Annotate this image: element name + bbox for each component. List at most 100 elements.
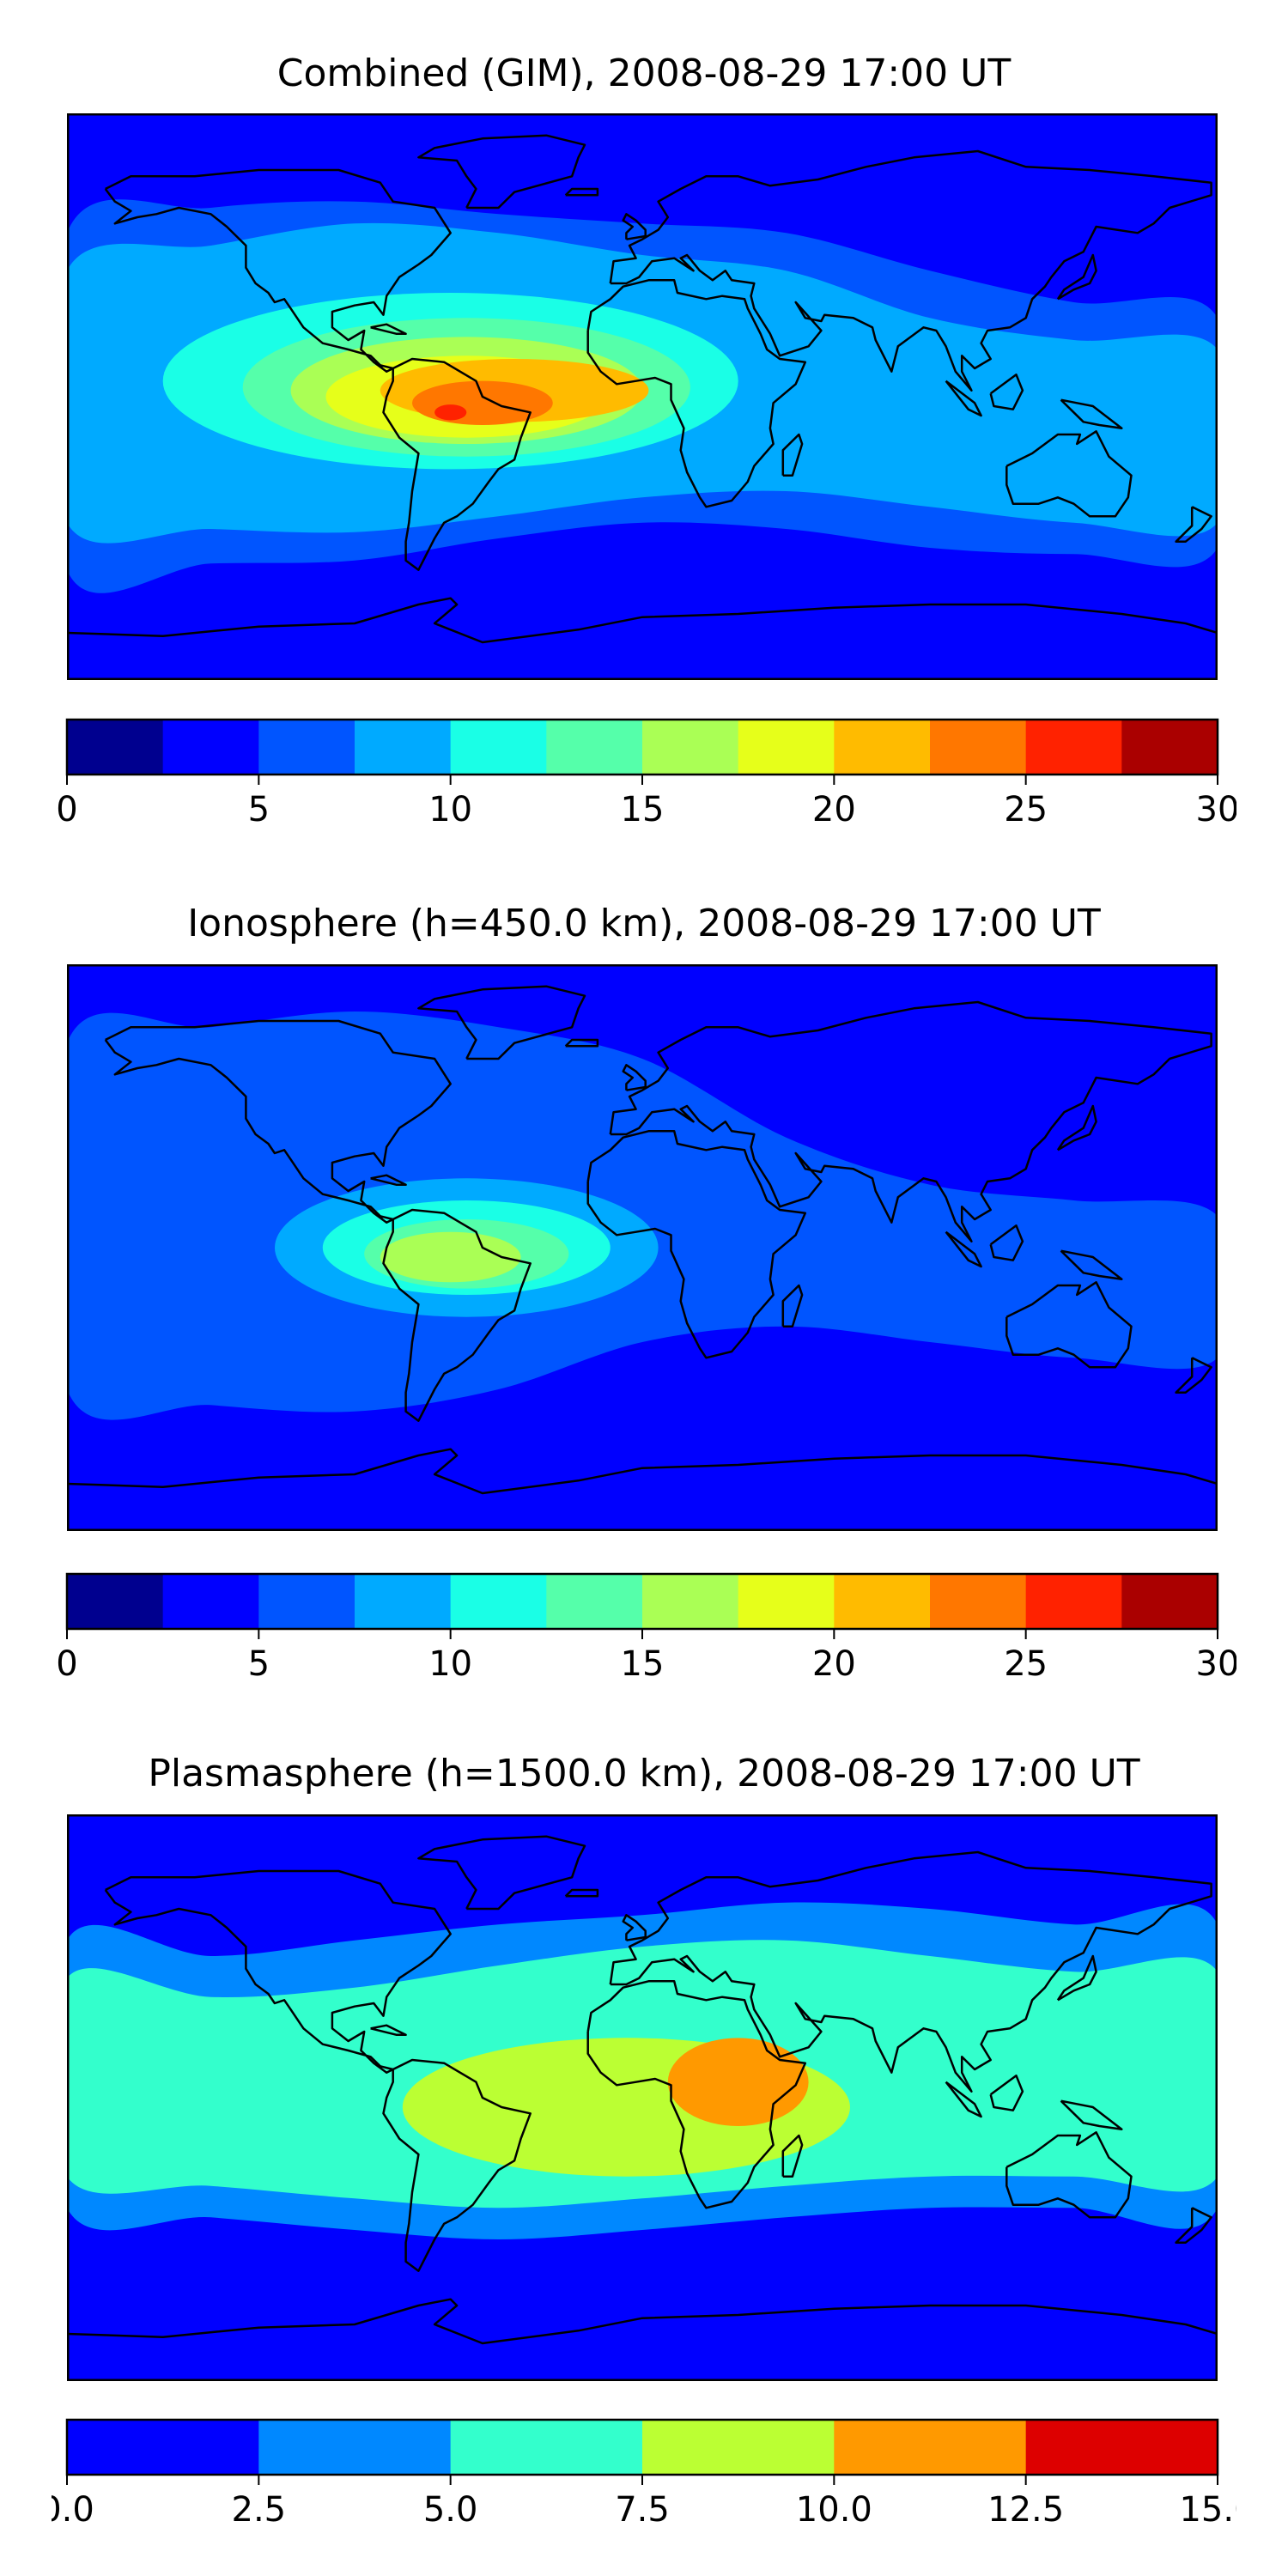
map-title: Combined (GIM), 2008-08-29 17:00 UT [276,52,1012,95]
coastline [1056,1954,1097,2002]
colorbar-swatch [642,2420,835,2475]
coastline [781,433,804,477]
coastline [564,1038,599,1048]
coastline [382,1208,532,1422]
colorbar-tick-label: 7.5 [615,2490,670,2530]
coastline [104,1019,452,1224]
coastline [945,2081,982,2118]
colorbar-tick-label: 5.0 [423,2490,478,2530]
colorbar-swatch [1025,1574,1122,1629]
coastline [1056,253,1097,301]
coastline [382,357,532,571]
colorbar-swatch [642,720,739,775]
coastline [370,1174,407,1186]
colorbar-tick-label: 12.5 [987,2490,1064,2530]
map-frame [67,964,1218,1531]
map-title: Plasmasphere (h=1500.0 km), 2008-08-29 1… [148,1752,1140,1795]
colorbar-tick-label: 10 [428,1644,472,1684]
coastline [622,1064,647,1091]
colorbar-swatch [1121,1574,1218,1629]
colorbar-tick-label: 0 [56,790,77,829]
coastline [564,1888,599,1898]
coastline [781,2134,804,2178]
coastline [1175,2207,1212,2244]
coastline [67,2298,1218,2345]
colorbar-swatch [546,1574,643,1629]
colorbar-swatch [738,720,835,775]
coastline [1005,2131,1133,2219]
colorbar-swatch [834,1574,931,1629]
coastline [1175,506,1212,543]
colorbar-swatch [67,1574,164,1629]
contour-level-25 [434,404,467,421]
colorbar-swatch [67,2420,259,2475]
coastline [586,1980,807,2209]
coastline [104,1869,452,2074]
colorbar-swatch [834,720,931,775]
coastline [609,1000,1212,1242]
map-frame [67,1814,1218,2381]
colorbar-swatch [450,720,547,775]
coastline [417,134,586,210]
tec-map [67,113,1218,680]
coastline [1060,1249,1123,1280]
tec-map [67,1814,1218,2381]
coastline [586,1130,807,1359]
coastline [989,1224,1024,1261]
coastline [1056,1104,1097,1151]
colorbar-tick-label: 30 [1196,790,1236,829]
colorbar-swatch [67,720,164,775]
contour-level-10 [667,2038,809,2126]
colorbar-swatch [930,720,1027,775]
coastline [564,187,599,197]
coastline [586,279,807,508]
contour-level-15 [380,1231,521,1283]
map-frame [67,113,1218,680]
colorbar-swatch [258,1574,355,1629]
coastline [781,1284,804,1327]
colorbar-tick-label: 0.0 [52,2490,94,2530]
coastline [1005,1281,1133,1369]
coastline [1060,2099,1123,2130]
panel-ionosphere: Ionosphere (h=450.0 km), 2008-08-29 17:0… [0,854,1288,1713]
colorbar-swatch [834,2420,1027,2475]
colorbar-tick-label: 25 [1004,790,1048,829]
colorbar-tick-label: 20 [812,1644,856,1684]
colorbar: 0 5 10 15 20 25 30 [56,718,1236,829]
coastlines [67,1835,1218,2345]
colorbar-tick-label: 5 [248,790,270,829]
coastline [417,1835,586,1911]
coastline [417,985,586,1060]
contour-fill [67,964,1218,1531]
colorbar-tick-label: 25 [1004,1644,1048,1684]
panel-plasmasphere: Plasmasphere (h=1500.0 km), 2008-08-29 1… [0,1704,1288,2576]
coastlines [67,134,1218,644]
colorbar-swatch [162,1574,259,1629]
colorbar-swatch [450,2420,643,2475]
colorbar-swatch [1121,720,1218,775]
coastline [609,1850,1212,2093]
contour-level-22-5 [412,380,553,425]
coastline [104,168,452,373]
coastline [989,2075,1024,2111]
panel-combined: Combined (GIM), 2008-08-29 17:00 UT 0 5 10… [0,0,1288,859]
coastline [370,323,407,335]
coastline [622,1914,647,1941]
colorbar-swatch [162,720,259,775]
colorbar-tick-label: 5 [248,1644,270,1684]
colorbar-swatch [1025,720,1122,775]
contour-fill [67,1814,1218,2381]
colorbar-tick-label: 15.0 [1179,2490,1236,2530]
coastline [382,2058,532,2272]
contour-fill [67,113,1218,680]
coastline [1175,1357,1212,1394]
coastline [67,597,1218,644]
colorbar: 0.0 2.5 5.0 7.5 10.0 12.5 15.0 [52,2418,1236,2530]
coastline [945,380,982,417]
coastline [67,1448,1218,1495]
colorbar-tick-label: 20 [812,790,856,829]
colorbar-swatch [1025,2420,1218,2475]
colorbar-tick-label: 30 [1196,1644,1236,1684]
coastlines [67,985,1218,1495]
colorbar-swatch [546,720,643,775]
